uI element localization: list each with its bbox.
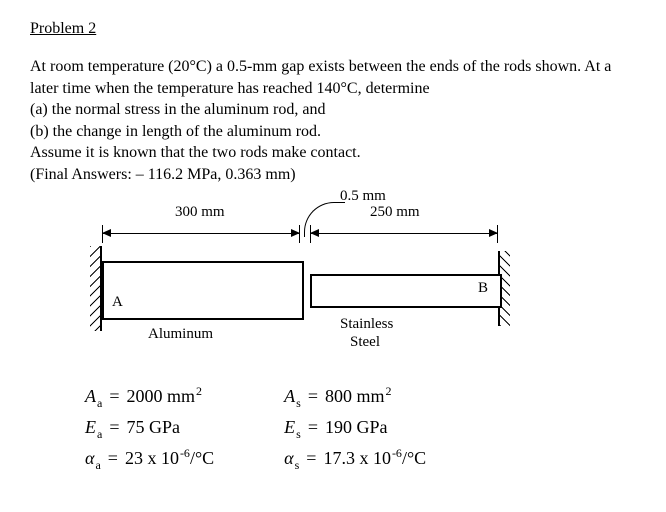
aluminum-props: Aa = 2000 mm2 Ea = 75 GPa αa = 23 x 10-6… xyxy=(85,386,214,469)
length-b-label: 250 mm xyxy=(370,204,420,221)
part-a: (a) the normal stress in the aluminum ro… xyxy=(30,101,325,118)
material-properties: Aa = 2000 mm2 Ea = 75 GPa αa = 23 x 10-6… xyxy=(85,386,636,469)
length-a-label: 300 mm xyxy=(175,204,225,221)
alpha-a: αa = 23 x 10-6/°C xyxy=(85,448,214,469)
dim-line-b xyxy=(310,228,498,240)
rod-a-box xyxy=(102,261,304,320)
rod-a-name: Aluminum xyxy=(148,326,213,343)
modulus-a: Ea = 75 GPa xyxy=(85,417,214,438)
gap-label: 0.5 mm xyxy=(340,188,386,205)
problem-statement: At room temperature (20°C) a 0.5-mm gap … xyxy=(30,56,636,186)
rod-b-name-2: Steel xyxy=(350,334,380,351)
steel-props: As = 800 mm2 Es = 190 GPa αs = 17.3 x 10… xyxy=(284,386,426,469)
rods-figure: 0.5 mm 300 mm 250 mm A B Aluminum Stainl… xyxy=(70,196,570,366)
final-answers: (Final Answers: – 116.2 MPa, 0.363 mm) xyxy=(30,166,296,183)
rod-a-letter: A xyxy=(112,294,123,311)
modulus-s: Es = 190 GPa xyxy=(284,417,426,438)
problem-text: At room temperature (20°C) a 0.5-mm gap … xyxy=(30,58,611,97)
alpha-s: αs = 17.3 x 10-6/°C xyxy=(284,448,426,469)
hatch-left xyxy=(90,246,100,331)
dim-line-a xyxy=(102,228,300,240)
assumption-text: Assume it is known that the two rods mak… xyxy=(30,144,361,161)
area-s: As = 800 mm2 xyxy=(284,386,426,407)
rod-b-box xyxy=(310,274,502,308)
rod-b-letter: B xyxy=(478,280,488,297)
rod-b-name-1: Stainless xyxy=(340,316,393,333)
area-a: Aa = 2000 mm2 xyxy=(85,386,214,407)
part-b: (b) the change in length of the aluminum… xyxy=(30,123,321,140)
problem-title: Problem 2 xyxy=(30,20,636,38)
